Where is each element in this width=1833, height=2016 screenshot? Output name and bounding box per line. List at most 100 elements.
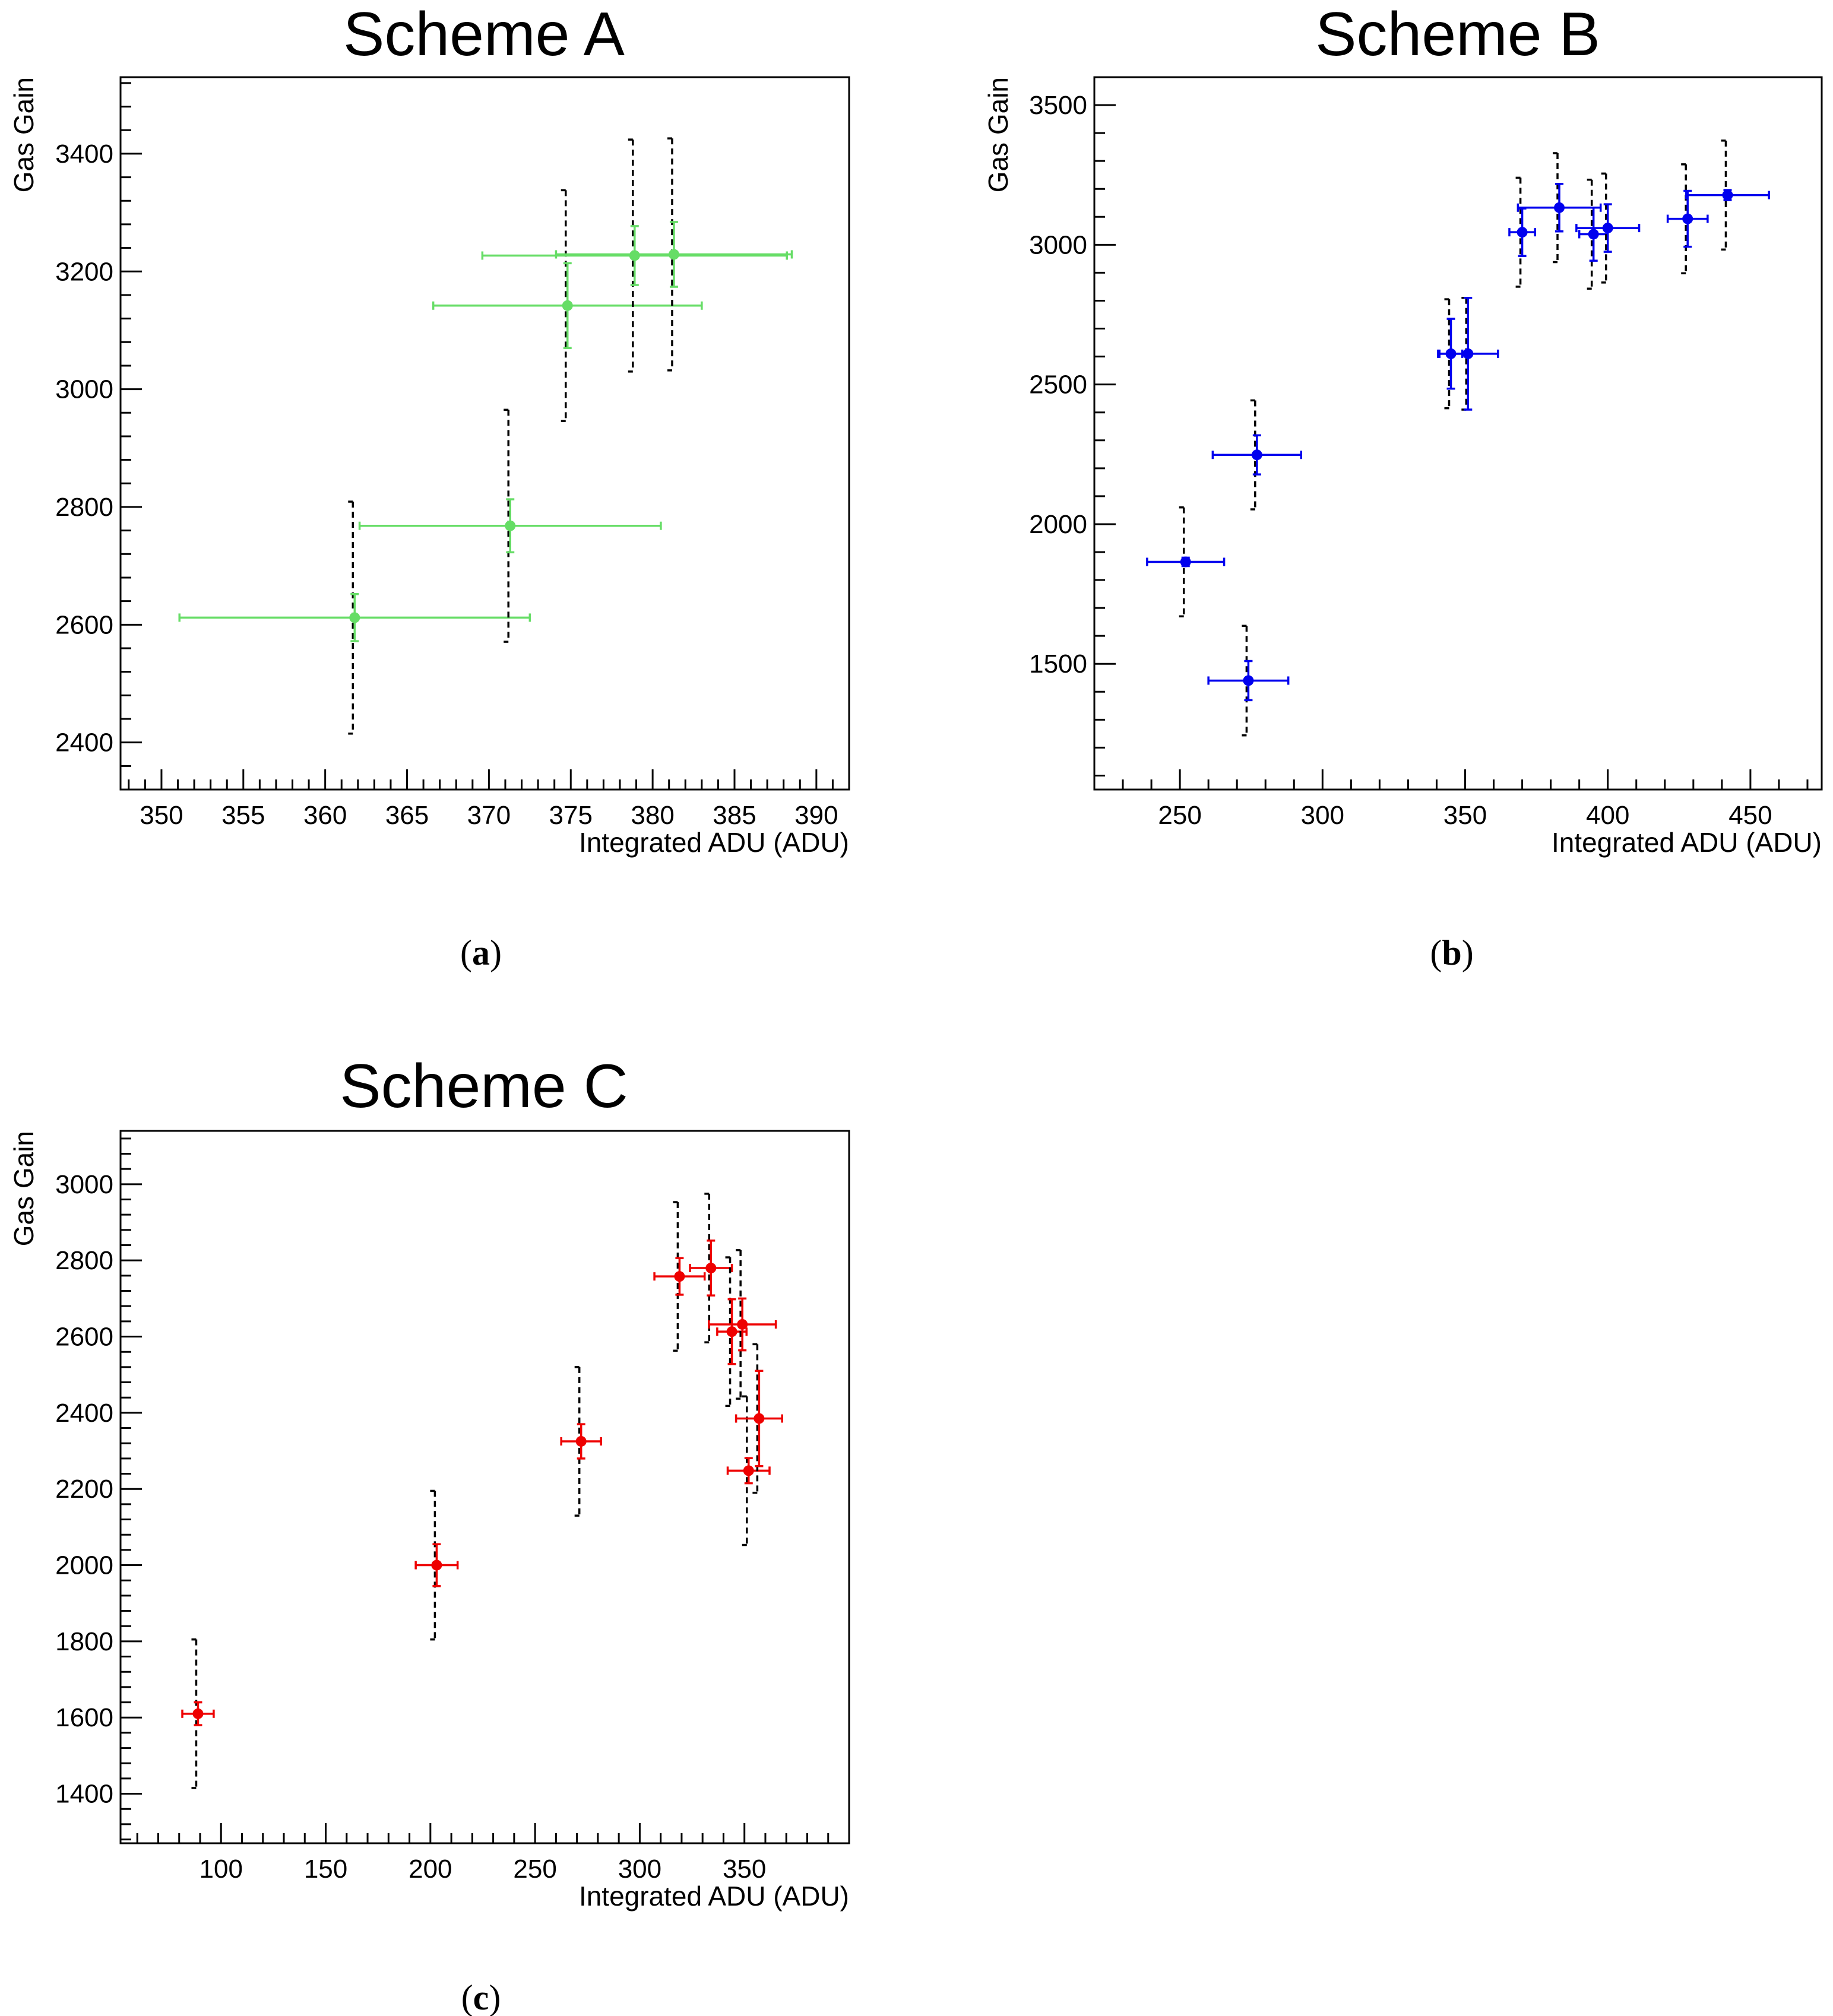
panel-c-point	[708, 1249, 777, 1400]
panel-c-y-tick-label: 2200	[55, 1475, 113, 1504]
panel-a-y-tick-label: 3400	[55, 140, 113, 169]
panel-a-y-tick-label: 2800	[55, 493, 113, 522]
panel-b-point	[1575, 172, 1641, 284]
panel-a-y-tick-label: 2600	[55, 610, 113, 639]
panel-a-x-tick-label: 355	[221, 801, 265, 830]
panel-b-plot-frame	[1093, 76, 1823, 791]
panel-c-title: Scheme C	[340, 1052, 628, 1121]
panel-c-data-points	[181, 1193, 783, 1789]
panel-a-x-axis-label: Integrated ADU (ADU)	[579, 827, 849, 858]
panel-a-data-marker	[505, 520, 516, 531]
panel-a-data-marker	[349, 612, 360, 623]
panel-a-ticks: 350 355 360 365 370 375 380 385 390 2400 2600 2800 3…	[55, 82, 850, 830]
panel-c-point	[560, 1366, 602, 1517]
panel-a-point	[178, 500, 531, 735]
panel-c-y-tick-label: 2400	[55, 1399, 113, 1428]
panel-a-y-tick-label: 3000	[55, 375, 113, 404]
panel-c-y-tick-label: 2600	[55, 1323, 113, 1352]
panel-b-data-points	[1146, 140, 1770, 737]
panel-a-x-tick-label: 385	[713, 801, 756, 830]
panel-c-data-marker	[754, 1413, 765, 1424]
panel-c-data-marker	[705, 1263, 717, 1274]
panel-b-y-tick-label: 2000	[1029, 510, 1087, 539]
panel-a-point	[481, 138, 788, 373]
panel-c-point	[735, 1343, 783, 1494]
panel-b-data-marker	[1588, 229, 1599, 240]
panel-b-caption-label: b	[1442, 933, 1461, 972]
panel-c-plot-frame	[119, 1130, 850, 1844]
panel-c-x-tick-label: 250	[513, 1855, 556, 1884]
panel-b-y-axis-label: Gas Gain	[983, 77, 1014, 192]
panel-c-point	[726, 1395, 771, 1546]
panel-c-x-tick-label: 100	[200, 1855, 243, 1884]
panel-b-title: Scheme B	[1315, 0, 1600, 69]
panel-a-plot-frame	[119, 76, 850, 791]
panel-a-y-tick-label: 3200	[55, 257, 113, 286]
panel-a-x-tick-label: 390	[794, 801, 838, 830]
panel-b-y-tick-label: 2500	[1029, 370, 1087, 400]
panel-c-y-tick-label: 1600	[55, 1703, 113, 1732]
panel-b-point	[1517, 152, 1602, 264]
panel-a-data-marker	[668, 249, 679, 260]
panel-b-point	[1146, 506, 1226, 617]
panel-a-point	[555, 137, 793, 372]
panel-b-x-tick-label: 350	[1443, 801, 1487, 830]
panel-a-x-tick-label: 380	[631, 801, 674, 830]
panel-b-x-tick-label: 450	[1728, 801, 1772, 830]
panel-b-data-marker	[1602, 223, 1613, 234]
panel-a-caption: (a)	[460, 933, 502, 972]
panel-b-point	[1207, 625, 1290, 737]
panel-a: Scheme A Integrated ADU (ADU) Gas Gain 3…	[8, 0, 850, 972]
panel-b-x-axis-label: Integrated ADU (ADU)	[1552, 827, 1822, 858]
panel-c-caption-label: c	[473, 1978, 489, 2016]
panel-b-point	[1666, 163, 1709, 275]
panel-c-x-tick-label: 300	[618, 1855, 661, 1884]
panel-b-data-marker	[1180, 556, 1191, 568]
panel-c-y-tick-label: 1400	[55, 1780, 113, 1809]
panel-c-y-axis-label: Gas Gain	[8, 1131, 39, 1246]
panel-b-point	[1437, 297, 1499, 411]
panel-b-data-marker	[1554, 202, 1565, 213]
panel-b-y-tick-label: 3500	[1029, 91, 1087, 120]
panel-c-point	[689, 1193, 733, 1343]
panel-b-x-tick-label: 400	[1586, 801, 1629, 830]
panel-a-x-tick-label: 370	[467, 801, 511, 830]
panel-c-data-marker	[575, 1435, 587, 1447]
panel-c-data-marker	[431, 1559, 442, 1571]
panel-b-caption: (b)	[1430, 933, 1473, 972]
panel-c-point	[414, 1489, 459, 1641]
panel-b-point	[1685, 140, 1770, 251]
panel-c-data-marker	[192, 1708, 204, 1719]
panel-b-data-marker	[1517, 227, 1528, 238]
panel-a-data-points	[178, 137, 793, 735]
panel-b-data-marker	[1243, 675, 1254, 686]
panel-b: Scheme B Integrated ADU (ADU) Gas Gain 2…	[983, 0, 1823, 972]
panel-b-data-marker	[1682, 213, 1693, 224]
panel-c-data-marker	[726, 1326, 737, 1337]
panel-c-y-tick-label: 2800	[55, 1246, 113, 1275]
panel-a-data-marker	[562, 300, 573, 311]
panel-a-data-marker	[629, 250, 640, 261]
panel-c-point	[653, 1201, 706, 1352]
panel-c-x-tick-label: 350	[723, 1855, 766, 1884]
panel-b-y-tick-label: 3000	[1029, 230, 1087, 259]
panel-a-x-tick-label: 360	[303, 801, 347, 830]
panel-c-y-tick-label: 1800	[55, 1627, 113, 1656]
panel-c-y-tick-label: 2000	[55, 1551, 113, 1580]
panel-c-ticks: 100 150 200 250 300 350 1400 1600 1800 2000 2200 24…	[55, 1137, 850, 1884]
panel-b-point	[1578, 178, 1609, 290]
panel-c-point	[716, 1256, 748, 1408]
panel-c: Scheme C Integrated ADU (ADU) Gas Gain 1…	[8, 1052, 850, 2016]
panel-a-y-tick-label: 2400	[55, 728, 113, 757]
panel-b-point	[1508, 176, 1536, 288]
panel-c-data-marker	[674, 1271, 685, 1282]
panel-b-data-marker	[1462, 348, 1474, 359]
panel-c-data-marker	[743, 1465, 754, 1476]
panel-b-y-tick-label: 1500	[1029, 649, 1087, 679]
panel-a-caption-label: a	[472, 933, 490, 972]
panel-c-x-axis-label: Integrated ADU (ADU)	[579, 1881, 849, 1912]
panel-a-y-axis-label: Gas Gain	[8, 77, 39, 192]
panel-c-point	[181, 1638, 215, 1789]
panel-b-x-tick-label: 250	[1158, 801, 1201, 830]
